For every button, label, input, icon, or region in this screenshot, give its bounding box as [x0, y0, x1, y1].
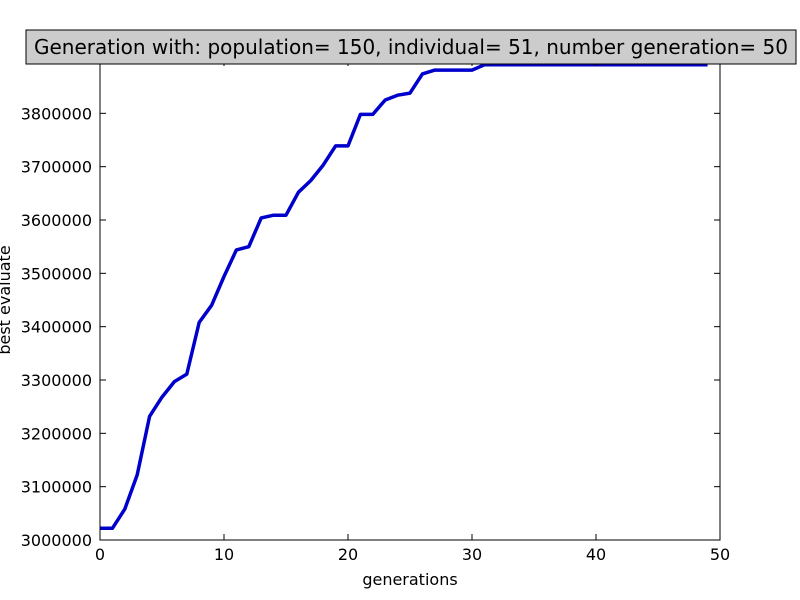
- y-tick-label: 3200000: [21, 424, 92, 443]
- y-tick-label: 3000000: [21, 531, 92, 550]
- x-axis-label: generations: [362, 570, 457, 589]
- title-box: [25, 29, 797, 65]
- x-tick-label: 20: [338, 545, 358, 564]
- series-line: [100, 63, 708, 531]
- x-tick-label: 50: [710, 545, 730, 564]
- y-tick-label: 3600000: [21, 211, 92, 230]
- y-axis-label: best evaluate: [0, 245, 14, 354]
- series-layer: [100, 63, 708, 531]
- y-tick-label: 3300000: [21, 371, 92, 390]
- x-tick-label: 10: [214, 545, 234, 564]
- plot-area: [100, 60, 720, 540]
- y-tick-label: 3800000: [21, 104, 92, 123]
- chart-title: Generation with: population= 150, indivi…: [34, 35, 788, 59]
- y-tick-label: 3500000: [21, 264, 92, 283]
- y-tick-label: 3100000: [21, 478, 92, 497]
- ticks-layer: 0 10 20 30 40 50 3000000 3100000 3200000 3300000 3…: [21, 60, 730, 564]
- y-tick-label: 3400000: [21, 318, 92, 337]
- x-tick-label: 30: [462, 545, 482, 564]
- x-tick-label: 40: [586, 545, 606, 564]
- y-tick-label: 3700000: [21, 158, 92, 177]
- x-tick-label: 0: [95, 545, 105, 564]
